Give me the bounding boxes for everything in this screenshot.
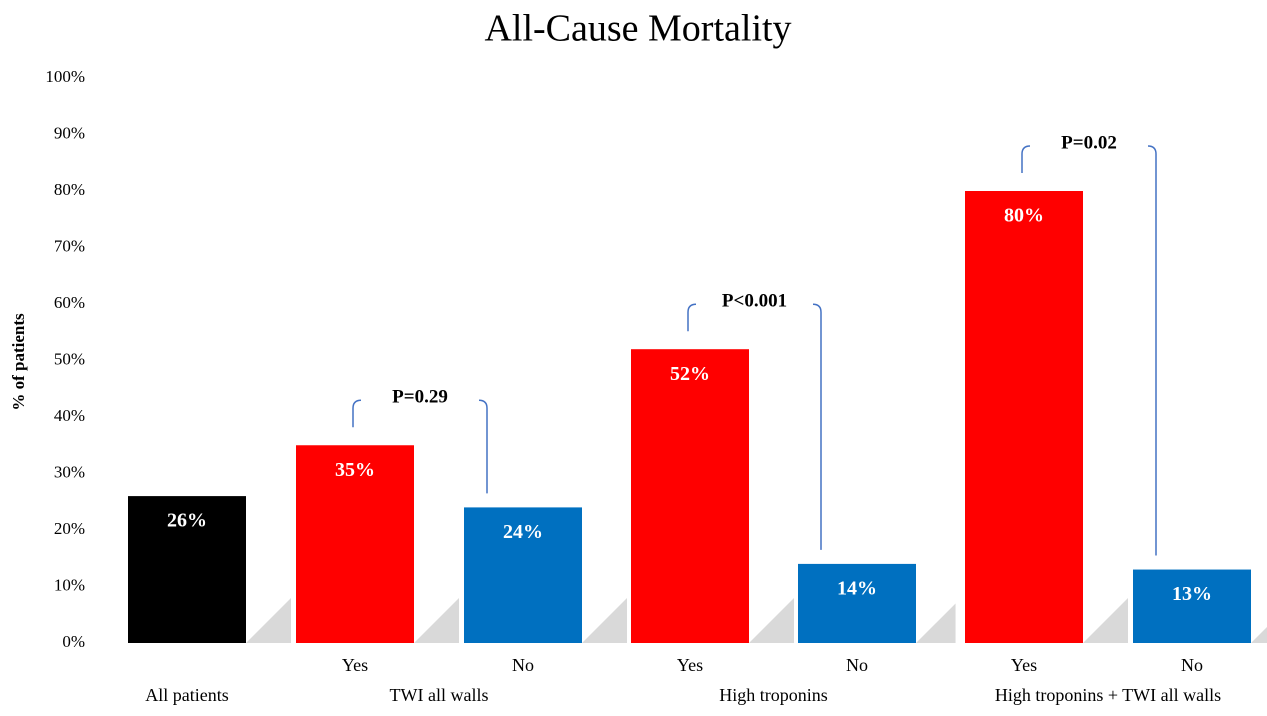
value-label: 80% [1004,205,1044,227]
x-tick-label: No [846,655,868,675]
y-tick-label: 70% [54,236,85,255]
y-tick-label: 40% [54,406,85,425]
bar [128,496,246,643]
y-tick-label: 20% [54,519,85,538]
y-tick-label: 100% [45,67,85,86]
y-axis-title: % of patients [9,313,28,411]
x-tick-label: No [1181,655,1203,675]
value-label: 35% [335,459,375,481]
bar-shadow [1083,598,1128,643]
p-value-bracket [1021,145,1157,556]
p-value-bracket [352,399,488,494]
chart-title: All-Cause Mortality [484,8,791,50]
value-label: 13% [1172,583,1212,605]
bar-shadow [246,598,291,643]
bar [296,445,414,643]
bar-shadow [1251,627,1267,643]
shadows [246,598,1267,643]
value-label: 24% [503,521,543,543]
group-label: TWI all walls [390,685,489,705]
p-value-bracket [687,303,822,550]
x-tick-label: Yes [1011,655,1037,675]
p-value-label: P<0.001 [722,291,787,312]
group-label: High troponins + TWI all walls [995,685,1221,705]
y-tick-label: 10% [54,575,85,594]
group-label: All patients [145,685,229,705]
y-tick-label: 90% [54,123,85,142]
y-tick-label: 60% [54,293,85,312]
x-tick-label: Yes [677,655,703,675]
y-tick-label: 30% [54,462,85,481]
x-tick-label: Yes [342,655,368,675]
value-label: 26% [167,510,207,532]
p-value-label: P=0.29 [392,387,448,408]
bar-shadow [749,598,794,643]
y-tick-label: 0% [62,632,85,651]
bar [464,507,582,643]
bar-shadow [582,598,627,643]
value-label: 14% [837,577,877,599]
x-tick-label: No [512,655,534,675]
bar [1133,569,1251,643]
bar [965,191,1083,643]
bar [631,349,749,643]
value-label: 52% [670,363,710,385]
group-label: High troponins [719,685,828,705]
bar-shadow [916,603,956,643]
bar [798,563,916,643]
bar-shadow [414,598,459,643]
p-value-label: P=0.02 [1061,132,1117,153]
y-tick-label: 80% [54,180,85,199]
y-tick-label: 50% [54,349,85,368]
